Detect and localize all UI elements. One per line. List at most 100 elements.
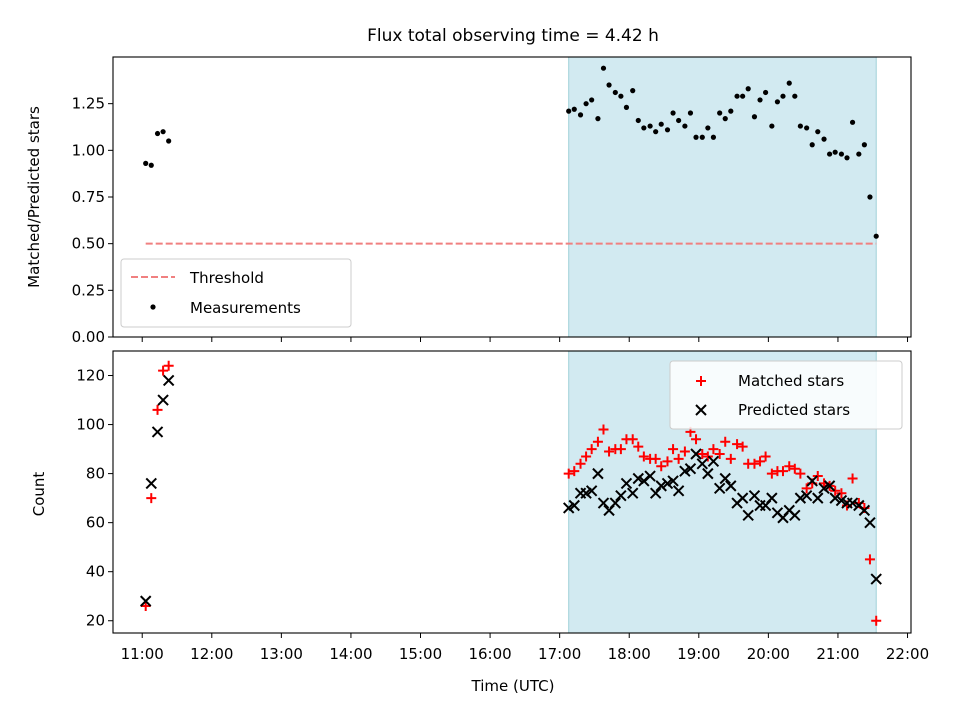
- matched-star-point: [766, 468, 777, 479]
- predicted-star-point: [690, 448, 702, 460]
- measurement-point: [797, 123, 803, 129]
- measurement-point: [740, 93, 746, 99]
- predicted-star-point: [719, 472, 731, 485]
- x-tick-label: 11:00: [121, 645, 164, 663]
- matched-star-point: [784, 461, 795, 472]
- measurement-point: [780, 93, 786, 99]
- matched-star-point: [708, 444, 719, 455]
- matched-star-point: [581, 451, 592, 462]
- predicted-star-point: [627, 487, 639, 499]
- legend-box: [669, 360, 903, 430]
- measurement-point: [826, 151, 833, 157]
- measurement-point: [769, 123, 775, 129]
- matched-star-point: [638, 451, 649, 462]
- measurement-point: [792, 93, 798, 99]
- top-y-axis-label: Matched/Predicted stars: [25, 106, 43, 288]
- measurement-point: [809, 142, 815, 148]
- y-tick-label: 0.75: [72, 188, 105, 206]
- predicted-star-point: [800, 489, 813, 502]
- measurement-point: [717, 110, 723, 116]
- matched-star-point: [737, 441, 748, 452]
- matched-star-point: [633, 441, 644, 452]
- legend-matched-label: Matched stars: [738, 372, 844, 390]
- observing-window-shade: [568, 56, 877, 338]
- measurement-point: [861, 142, 867, 148]
- matched-star-point: [732, 439, 743, 450]
- measurement-point: [815, 129, 821, 135]
- predicted-star-point: [742, 509, 754, 522]
- matched-star-point: [702, 451, 713, 462]
- predicted-star-point: [585, 485, 598, 497]
- measurement-point: [699, 134, 705, 140]
- bottom-legend: Matched stars Predicted stars: [669, 360, 903, 430]
- measurement-point: [143, 160, 149, 166]
- measurement-point: [600, 65, 607, 71]
- measurement-point: [710, 134, 717, 140]
- y-tick-label: 60: [86, 514, 105, 532]
- measurement-point: [762, 89, 769, 96]
- predicted-star-point: [846, 497, 859, 509]
- matched-star-point: [650, 453, 661, 464]
- predicted-star-point: [713, 482, 726, 495]
- measurement-point: [856, 151, 862, 157]
- top-legend: Threshold Measurements: [120, 258, 352, 328]
- legend-predicted-label: Predicted stars: [738, 401, 850, 419]
- measurement-point: [166, 138, 172, 144]
- matched-star-point: [830, 485, 841, 496]
- y-tick-label: 120: [76, 367, 105, 385]
- predicted-star-point: [823, 480, 836, 492]
- x-tick-label: 14:00: [329, 645, 372, 663]
- predicted-star-point: [864, 516, 876, 529]
- measurement-point: [589, 97, 595, 103]
- predicted-star-point: [615, 489, 627, 502]
- y-tick-label: 100: [76, 416, 105, 434]
- matched-star-point: [871, 615, 882, 626]
- legend-box: [120, 258, 352, 328]
- y-tick-label: 0.00: [72, 328, 105, 346]
- legend-measurement-label: Measurements: [190, 299, 301, 317]
- measurement-point: [566, 108, 572, 114]
- y-tick-label: 1.25: [72, 95, 105, 113]
- measurement-point: [606, 82, 612, 88]
- measurement-point: [844, 155, 850, 161]
- measurement-point: [867, 194, 873, 200]
- matched-star-point: [697, 448, 708, 459]
- predicted-star-point: [736, 492, 749, 504]
- measurement-point: [832, 149, 838, 155]
- predicted-star-point: [649, 487, 662, 499]
- measurement-point: [571, 106, 577, 112]
- predicted-star-point: [597, 497, 610, 509]
- matched-star-point: [749, 458, 760, 469]
- predicted-star-point: [789, 509, 801, 522]
- predicted-star-point: [568, 499, 580, 512]
- measurement-point: [873, 233, 879, 239]
- matched-star-point: [725, 453, 736, 464]
- measurement-point: [577, 112, 584, 118]
- measurement-point: [804, 125, 810, 131]
- matched-star-point: [795, 468, 806, 479]
- measurement-point: [658, 121, 664, 127]
- y-tick-label: 20: [86, 612, 105, 630]
- matched-star-point: [679, 446, 690, 457]
- measurement-point: [745, 86, 751, 92]
- measurement-point: [728, 108, 734, 114]
- predicted-star-point: [620, 477, 633, 490]
- axes-frame: [112, 56, 912, 338]
- matched-star-point: [714, 448, 725, 459]
- measurement-point: [670, 110, 676, 116]
- matched-star-point: [847, 473, 858, 484]
- legend-matched-swatch: [696, 376, 706, 386]
- matched-star-point: [158, 365, 169, 376]
- y-tick-label: 40: [86, 563, 105, 581]
- measurement-point: [583, 101, 589, 107]
- measurement-point: [630, 88, 636, 94]
- predicted-star-point: [609, 497, 622, 509]
- bottom-panel: 20 40 60 80 100 120 11:00 12:00 13:00 14:00 15:00 1…: [76, 350, 929, 663]
- measurement-point: [751, 114, 758, 120]
- predicted-star-point: [151, 426, 164, 438]
- measurement-point: [618, 93, 624, 99]
- matched-star-point: [563, 468, 574, 479]
- predicted-star-point: [812, 492, 824, 504]
- measurement-point: [687, 110, 694, 116]
- matched-star-point: [691, 434, 702, 445]
